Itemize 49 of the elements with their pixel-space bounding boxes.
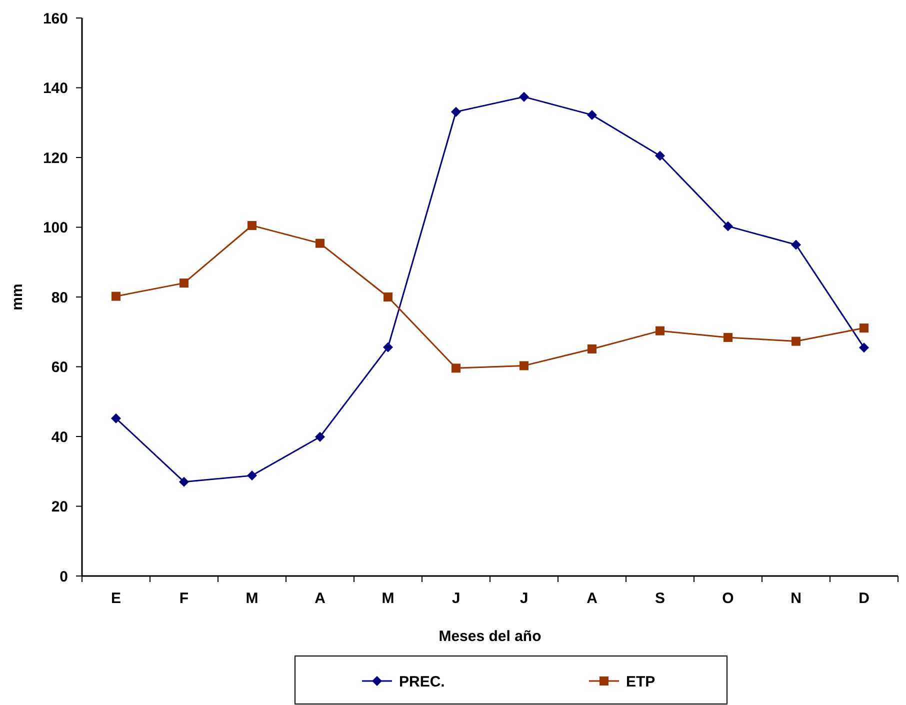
x-tick-label: E <box>110 590 122 607</box>
point <box>112 292 120 301</box>
x-tick-label: A <box>314 590 326 607</box>
x-tick-label: J <box>520 590 528 607</box>
y-tick-label: 140 <box>42 80 68 97</box>
x-tick-label: A <box>586 590 598 607</box>
y-tick-label: 100 <box>42 220 68 236</box>
point <box>384 292 392 302</box>
y-tick-label: 120 <box>42 150 68 167</box>
x-axis-title: Meses del año <box>438 628 542 645</box>
x-tick-label: S <box>654 590 666 607</box>
point <box>859 342 869 353</box>
y-axis-title: mm <box>9 284 26 310</box>
point <box>247 470 257 481</box>
point <box>315 432 325 442</box>
y-tick-label: 40 <box>51 428 68 446</box>
point <box>860 324 868 333</box>
x-tick-label: M <box>382 590 394 607</box>
x-tick-label: O <box>722 590 734 607</box>
point <box>248 221 256 230</box>
point <box>587 110 597 120</box>
y-tick-label: 0 <box>60 568 68 586</box>
x-tick-label: N <box>790 590 802 607</box>
x-tick-label: J <box>452 590 460 607</box>
y-tick-label: 80 <box>51 289 68 306</box>
legend-label: PREC. <box>399 673 445 690</box>
point <box>316 238 324 248</box>
point <box>519 92 529 102</box>
legend-label: ETP <box>626 673 656 690</box>
point <box>451 106 461 117</box>
x-tick-label: D <box>858 590 870 607</box>
point <box>452 364 460 373</box>
point <box>723 221 733 232</box>
y-tick-label: 160 <box>42 10 68 28</box>
point <box>520 361 528 370</box>
point <box>180 278 188 288</box>
point <box>724 332 732 342</box>
point <box>179 476 189 487</box>
point <box>383 342 393 352</box>
x-tick-label: M <box>246 590 258 607</box>
point <box>111 413 121 424</box>
point <box>656 326 664 336</box>
y-tick-label: 20 <box>51 498 68 516</box>
point <box>655 150 665 161</box>
point <box>791 240 801 250</box>
point <box>792 336 800 346</box>
point <box>588 344 596 354</box>
y-tick-label: 60 <box>51 359 68 376</box>
x-tick-label: F <box>179 590 189 607</box>
